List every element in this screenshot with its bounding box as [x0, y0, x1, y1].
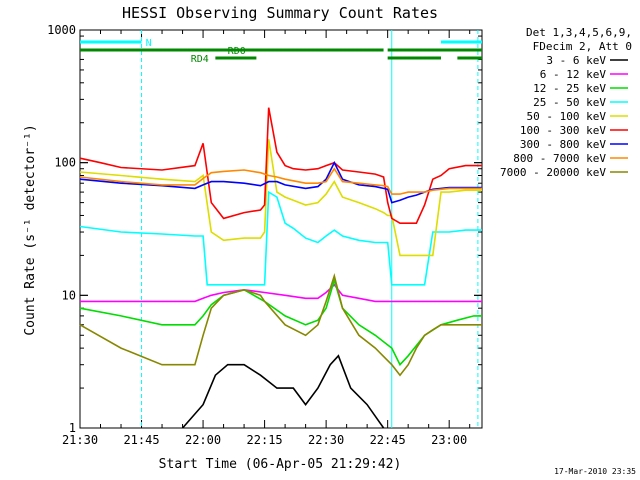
- legend-entry-label: 300 - 800 keV: [520, 138, 606, 151]
- legend-header: FDecim 2, Att 0: [533, 40, 632, 53]
- y-tick-label: 1: [69, 421, 76, 435]
- legend-entry-label: 3 - 6 keV: [546, 54, 606, 67]
- y-axis-label: Count Rate (s⁻¹ detector⁻¹): [23, 124, 38, 335]
- series-line: [79, 277, 482, 367]
- x-tick-label: 22:45: [370, 433, 406, 447]
- chart-title: HESSI Observing Summary Count Rates: [122, 4, 438, 22]
- series-line: [79, 273, 482, 377]
- orbit-bar-label: N: [146, 38, 152, 49]
- series-line: [181, 354, 385, 429]
- legend-header: Det 1,3,4,5,6,9,: [526, 26, 632, 39]
- orbit-bar-label: RD4: [191, 54, 209, 65]
- series-line: [79, 167, 482, 195]
- series-line: [79, 139, 482, 257]
- x-tick-label: 21:30: [62, 433, 98, 447]
- legend-entry-label: 50 - 100 keV: [527, 110, 607, 123]
- series-line: [79, 107, 482, 224]
- x-tick-label: 22:15: [247, 433, 283, 447]
- y-tick-label: 100: [54, 156, 76, 170]
- legend-entry-label: 7000 - 20000 keV: [500, 166, 606, 179]
- plot-area: 1 10 100 1000 21:30 21:45 22:00 22:15 22:30 22:45…: [47, 23, 483, 447]
- orbit-bar-label: RD0: [228, 46, 246, 57]
- x-tick-label: 22:00: [185, 433, 221, 447]
- x-tick-label: 23:00: [431, 433, 467, 447]
- x-tick-label: 21:45: [123, 433, 159, 447]
- plot-frame: [79, 29, 483, 429]
- series-line: [79, 190, 482, 286]
- legend-entry-label: 25 - 50 keV: [533, 96, 606, 109]
- footer-stamp: 17-Mar-2010 23:35: [554, 467, 636, 476]
- y-tick-label: 1000: [47, 23, 76, 37]
- series-line: [80, 283, 482, 303]
- legend-entry-label: 100 - 300 keV: [520, 124, 606, 137]
- legend-entry-label: 800 - 7000 keV: [513, 152, 606, 165]
- legend: Det 1,3,4,5,6,9,FDecim 2, Att 03 - 6 keV…: [500, 26, 632, 179]
- x-tick-label: 22:30: [308, 433, 344, 447]
- x-axis-label: Start Time (06-Apr-05 21:29:42): [159, 457, 402, 472]
- legend-entry-label: 12 - 25 keV: [533, 82, 606, 95]
- y-tick-label: 10: [62, 288, 76, 302]
- legend-entry-label: 6 - 12 keV: [540, 68, 607, 81]
